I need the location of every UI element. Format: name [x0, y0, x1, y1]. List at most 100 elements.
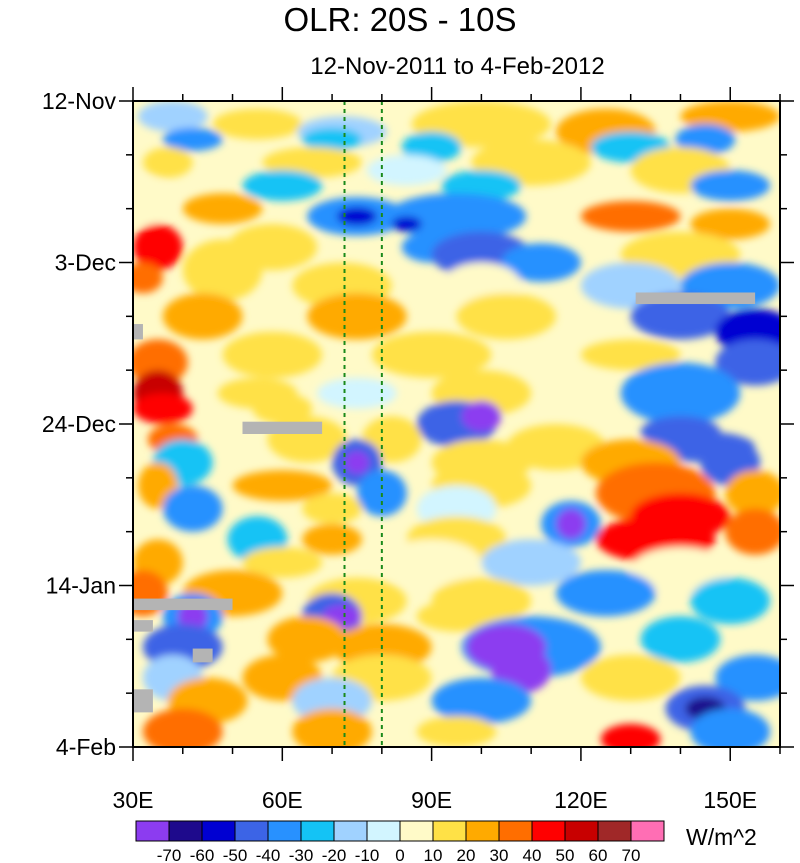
- field-blob: [133, 224, 183, 271]
- field-blob: [302, 523, 362, 555]
- field-blob: [307, 293, 407, 340]
- y-tick-label: 14-Jan: [46, 573, 116, 599]
- field-blob: [142, 147, 193, 178]
- field-blob: [630, 293, 731, 340]
- colorbar-label: 40: [523, 846, 542, 863]
- y-tick-label: 12-Nov: [42, 88, 117, 114]
- colorbar-label: 70: [622, 846, 641, 863]
- field-blob: [137, 101, 208, 132]
- y-tick-label: 4-Feb: [56, 734, 116, 760]
- x-tick-label: 60E: [262, 787, 303, 813]
- colorbar-swatch: [498, 820, 533, 842]
- field-blob: [675, 124, 736, 155]
- colorbar-label: -30: [289, 846, 314, 863]
- field-blob: [556, 508, 586, 540]
- field-blob: [680, 101, 780, 132]
- field-blob: [690, 708, 771, 747]
- field-blob: [640, 616, 721, 663]
- field-blob: [267, 616, 348, 663]
- colorbar-swatch: [234, 820, 269, 842]
- field-blob: [456, 293, 557, 340]
- colorbar-swatch: [135, 820, 170, 842]
- field-blob: [715, 654, 780, 701]
- field-blob: [431, 677, 532, 724]
- colorbar-swatch: [366, 820, 401, 842]
- field-blob: [252, 393, 313, 424]
- colorbar-label: -40: [256, 846, 281, 863]
- chart-subtitle: 12-Nov-2011 to 4-Feb-2012: [310, 53, 605, 80]
- field-blob: [416, 600, 497, 632]
- field-blob: [690, 208, 771, 240]
- x-tick-label: 30E: [113, 787, 154, 813]
- field-blob: [690, 577, 771, 624]
- field-blob: [317, 377, 397, 409]
- colorbar-label: 30: [490, 846, 509, 863]
- colorbar-swatch: [465, 820, 500, 842]
- field-blob: [222, 331, 323, 378]
- field-blob: [401, 131, 462, 163]
- field-blob: [162, 485, 223, 532]
- field-blob: [580, 339, 681, 371]
- colorbar-swatch: [300, 820, 335, 842]
- field-blob: [725, 508, 780, 555]
- field-blob: [556, 570, 656, 617]
- field-blob: [232, 470, 333, 501]
- missing-data: [133, 689, 153, 713]
- colorbar-label: -20: [322, 846, 347, 863]
- field-blob: [441, 170, 522, 201]
- missing-data: [192, 648, 213, 663]
- x-tick-label: 90E: [411, 787, 452, 813]
- field-blob: [133, 177, 173, 225]
- field-blob: [262, 147, 362, 178]
- colorbar-label: -70: [157, 846, 182, 863]
- field-blob: [461, 400, 502, 432]
- y-tick-label: 3-Dec: [55, 250, 116, 276]
- x-tick-label: 120E: [554, 787, 608, 813]
- field-blob: [344, 450, 370, 474]
- colorbar-label: -10: [355, 846, 380, 863]
- field-blob: [725, 470, 780, 517]
- field-blob: [212, 108, 303, 140]
- missing-data: [133, 598, 233, 611]
- field-blob: [481, 539, 581, 586]
- colorbar-swatch: [267, 820, 302, 842]
- field-blob: [142, 708, 223, 747]
- field-blob: [366, 154, 447, 186]
- colorbar-swatch: [564, 820, 599, 842]
- colorbar-label: 10: [424, 846, 443, 863]
- field-blob: [690, 170, 771, 201]
- colorbar-units: W/m^2: [686, 824, 757, 850]
- missing-data: [133, 324, 143, 340]
- missing-data: [635, 292, 756, 305]
- colorbar-label: -50: [223, 846, 248, 863]
- field-blob: [162, 293, 243, 340]
- colorbar-swatch: [432, 820, 467, 842]
- colorbar-label: 0: [395, 846, 404, 863]
- field-blob: [162, 127, 223, 151]
- field-blob: [391, 216, 422, 232]
- colorbar-label: 20: [457, 846, 476, 863]
- colorbar-swatch: [333, 820, 368, 842]
- field-blob: [302, 127, 362, 151]
- field-blob: [133, 393, 193, 424]
- field-blob: [242, 547, 323, 578]
- field-blob: [337, 207, 377, 226]
- field-blob: [580, 654, 681, 701]
- missing-data: [242, 421, 323, 434]
- colorbar-swatch: [399, 820, 434, 842]
- field-blob: [386, 193, 527, 240]
- field-blob: [416, 716, 497, 747]
- colorbar-swatch: [168, 820, 203, 842]
- field-blob: [715, 339, 780, 386]
- field-blob: [580, 200, 681, 232]
- field-blob: [182, 239, 263, 301]
- y-tick-label: 24-Dec: [42, 411, 116, 437]
- field-blob: [600, 723, 661, 747]
- field-blob: [302, 493, 362, 524]
- colorbar-swatch: [531, 820, 566, 842]
- field-blob: [182, 193, 263, 225]
- field-blob: [133, 262, 163, 294]
- field-blob: [381, 539, 482, 586]
- colorbar-label: 60: [589, 846, 608, 863]
